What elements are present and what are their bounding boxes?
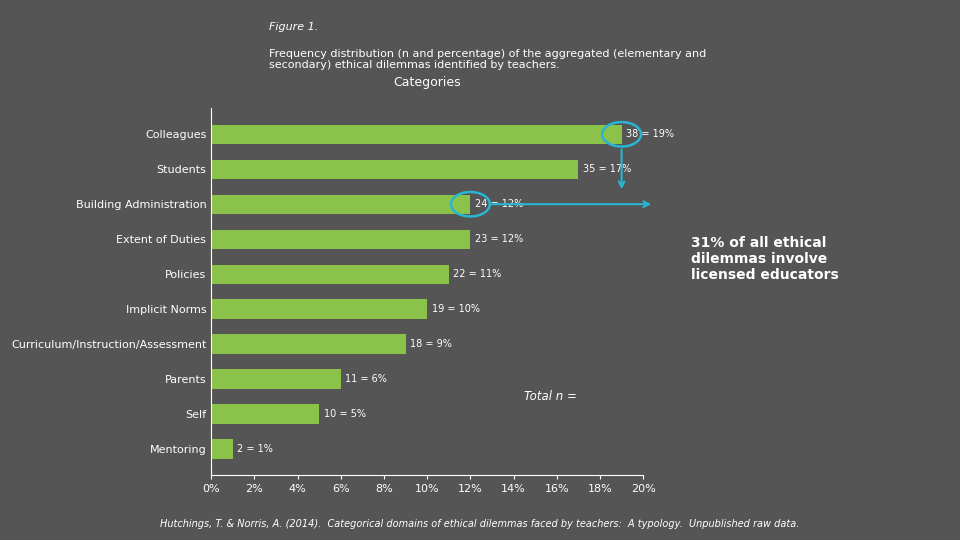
Text: 19 = 10%: 19 = 10% (431, 304, 480, 314)
Text: 10 = 5%: 10 = 5% (324, 409, 366, 419)
Text: Frequency distribution (n and percentage) of the aggregated (elementary and
seco: Frequency distribution (n and percentage… (269, 49, 706, 70)
Bar (211, 194, 470, 214)
Text: 23 = 12%: 23 = 12% (474, 234, 523, 244)
Text: 22 = 11%: 22 = 11% (453, 269, 501, 279)
Bar (211, 230, 470, 249)
Text: 24 = 12%: 24 = 12% (474, 199, 523, 209)
Bar (211, 404, 319, 423)
Bar (211, 300, 427, 319)
Text: Figure 1.: Figure 1. (269, 22, 318, 32)
Bar (211, 334, 406, 354)
Bar (211, 439, 232, 458)
Text: 35 = 17%: 35 = 17% (583, 164, 631, 174)
Text: 2 = 1%: 2 = 1% (237, 444, 273, 454)
Text: 11 = 6%: 11 = 6% (346, 374, 387, 384)
Text: 31% of all ethical
dilemmas involve
licensed educators: 31% of all ethical dilemmas involve lice… (691, 236, 839, 282)
Bar (211, 160, 578, 179)
Bar (211, 265, 449, 284)
Bar (211, 369, 341, 389)
Text: Total n =: Total n = (524, 390, 577, 403)
Text: Hutchings, T. & Norris, A. (2014).  Categorical domains of ethical dilemmas face: Hutchings, T. & Norris, A. (2014). Categ… (160, 519, 800, 529)
Text: 18 = 9%: 18 = 9% (410, 339, 452, 349)
Text: Categories: Categories (394, 76, 461, 89)
Text: 38 = 19%: 38 = 19% (626, 129, 674, 139)
Bar (211, 125, 622, 144)
